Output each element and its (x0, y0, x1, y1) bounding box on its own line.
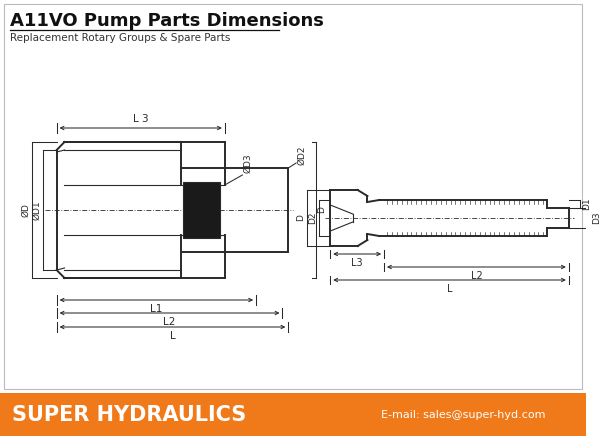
Text: L2: L2 (470, 271, 482, 281)
Text: D3: D3 (592, 212, 600, 224)
Text: D: D (296, 215, 305, 221)
Text: ØD: ØD (21, 203, 30, 217)
Text: L1: L1 (150, 304, 163, 314)
Text: ØD2: ØD2 (297, 146, 306, 165)
Text: L2: L2 (163, 317, 176, 327)
Bar (4, 4, 583, 389)
Bar (183, 182, 220, 238)
Text: D1: D1 (583, 198, 592, 210)
Text: ØD3: ØD3 (244, 153, 253, 173)
Text: A11VO Pump Parts Dimensions: A11VO Pump Parts Dimensions (10, 12, 323, 30)
Text: Replacement Rotary Groups & Spare Parts: Replacement Rotary Groups & Spare Parts (10, 33, 230, 43)
Text: D: D (317, 207, 326, 214)
Text: E-mail: sales@super-hyd.com: E-mail: sales@super-hyd.com (381, 409, 545, 419)
Text: L3: L3 (352, 258, 363, 268)
Text: SUPER HYDRAULICS: SUPER HYDRAULICS (12, 405, 246, 425)
Text: L: L (447, 284, 452, 294)
Text: ØD1: ØD1 (32, 200, 41, 220)
Bar (0, 393, 586, 436)
Text: D2: D2 (308, 212, 317, 224)
Text: L 3: L 3 (133, 114, 149, 124)
Text: L: L (170, 331, 175, 341)
